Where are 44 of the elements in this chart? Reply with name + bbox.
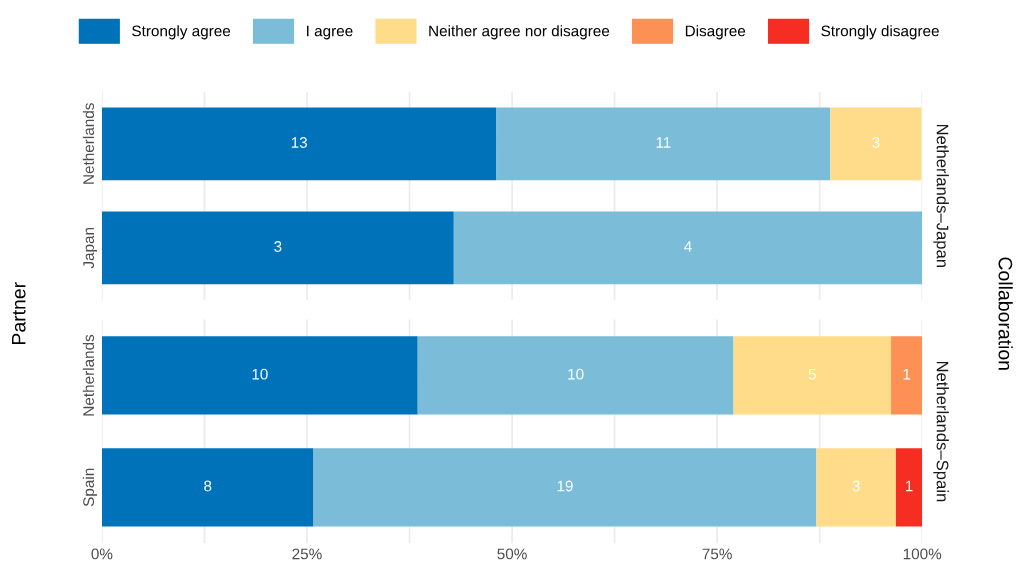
y2-axis-title: Netherlands–Spain (933, 361, 949, 502)
y-tick-label: Spain (82, 468, 98, 507)
bar (313, 448, 817, 527)
y-tick-label: Netherlands (82, 334, 95, 416)
x-tick-label: 75% (702, 548, 732, 560)
y-tick-label: Japan (83, 227, 98, 269)
bar (101, 107, 497, 181)
annotation: 1 (903, 368, 911, 380)
x-tick-label: 50% (497, 548, 527, 560)
annotation: 19 (557, 480, 573, 492)
legend-label: Strongly agree (132, 25, 231, 40)
annotation: 8 (204, 480, 212, 492)
x-tick-label: 100% (903, 548, 942, 560)
y-tick-label: Netherlands (82, 103, 95, 184)
legend-label: I agree (307, 25, 353, 40)
bar (101, 336, 418, 415)
bar (496, 107, 831, 181)
annotation: 10 (568, 368, 584, 380)
legend-label: Strongly disagree (821, 25, 939, 40)
bar (816, 448, 896, 527)
text: Collaboration (998, 257, 1013, 370)
legend-label: Disagree (685, 25, 746, 40)
annotation: 4 (684, 241, 692, 252)
bar (101, 448, 314, 527)
annotation: 13 (291, 137, 308, 148)
bar (101, 211, 454, 285)
bar (891, 336, 923, 415)
bar (733, 336, 892, 415)
annotation: 10 (252, 368, 268, 380)
annotation: 3 (274, 241, 282, 252)
annotation: 11 (656, 137, 671, 148)
annotation: 5 (808, 368, 816, 380)
y2-axis-title: Netherlands–Japan (933, 124, 949, 267)
bar (830, 107, 922, 181)
y-axis-title: Partner (12, 282, 26, 345)
bar (895, 448, 923, 527)
annotation: 3 (872, 137, 880, 148)
annotation: 1 (905, 480, 913, 492)
annotation: 3 (852, 480, 860, 492)
legend-label: Neither agree nor disagree (429, 25, 610, 40)
bar (417, 336, 734, 415)
x-tick-label: 0% (91, 548, 113, 560)
bar (453, 211, 923, 285)
x-tick-label: 25% (292, 548, 322, 560)
